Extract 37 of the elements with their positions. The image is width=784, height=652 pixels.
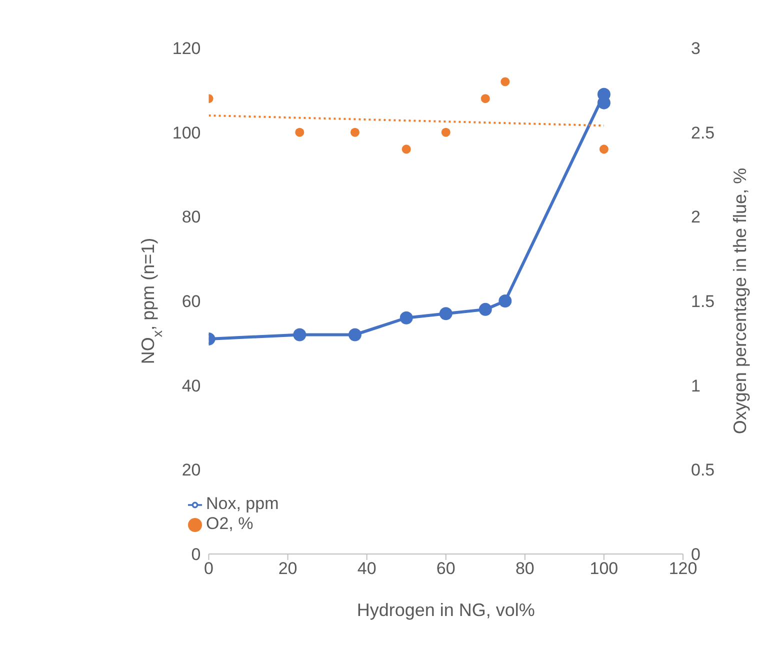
point [441,128,450,137]
y2-tick-label: 1.5 [691,292,715,312]
x-tick-label: 100 [590,559,618,578]
y2-axis-title: Oxygen percentage in the flue, % [730,168,750,434]
point [295,128,304,137]
x-tick-label: 20 [278,559,298,578]
point [402,144,411,154]
point [500,77,510,86]
y2-tick-label: 1 [691,376,700,396]
point [478,302,492,316]
y-tick-label: 20 [182,460,201,480]
point [350,128,360,137]
point [400,311,413,324]
y-tick-label: 100 [172,123,201,142]
x-tick-label: 80 [515,559,534,578]
x-axis-title: Hydrogen in NG, vol% [356,600,535,620]
point [480,94,490,104]
y2-tick-label: 0.5 [691,460,715,480]
x-tick-label: 60 [436,559,456,578]
y-tick-label: 0 [191,545,201,564]
point [599,144,608,154]
legend-label: O2, % [206,514,254,533]
x-tick-label: 120 [668,559,698,578]
y-tick-label: 60 [182,292,201,312]
y-tick-label: 80 [182,208,201,227]
y2-tick-label: 2 [691,208,700,227]
y-tick-label: 120 [172,39,201,58]
point [439,307,452,320]
x-tick-label: 40 [357,559,376,578]
x-tick-label: 0 [204,559,214,578]
point [498,294,512,308]
point [348,328,362,342]
legend-label: Nox, ppm [206,494,279,513]
point [293,328,306,342]
y-tick-label: 40 [182,376,201,396]
y2-tick-label: 3 [691,39,700,58]
y2-tick-label: 2.5 [691,123,715,142]
